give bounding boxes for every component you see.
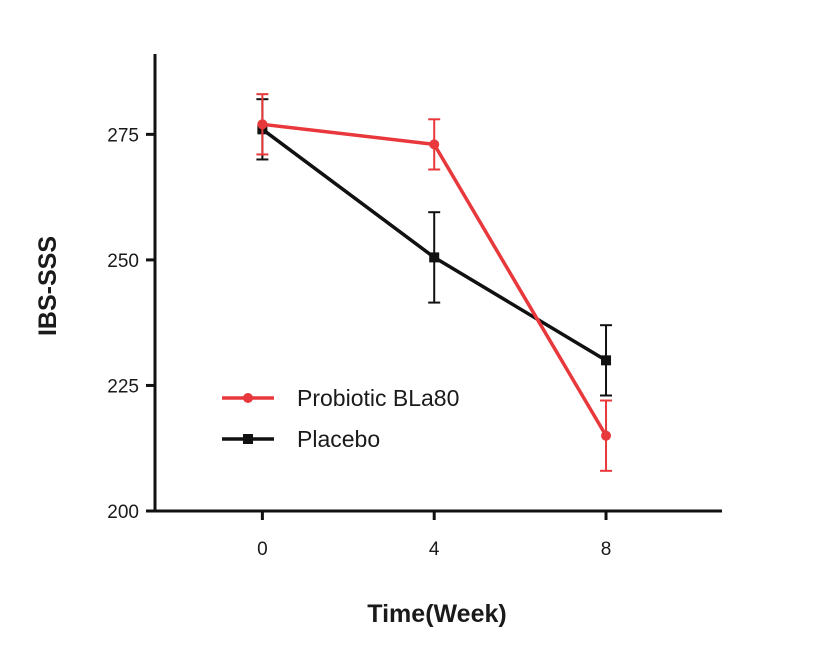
legend: Probiotic BLa80 Placebo: [222, 385, 459, 452]
data-point: [429, 252, 440, 263]
legend-label: Probiotic BLa80: [297, 385, 459, 411]
y-tick-label: 275: [107, 125, 139, 146]
y-axis-title: IBS-SSS: [34, 236, 62, 336]
legend-swatch-marker: [243, 434, 253, 444]
x-tick-label: 8: [601, 539, 612, 560]
series-layer: [256, 93, 613, 472]
series-placebo: [256, 98, 613, 397]
x-tick-label: 4: [429, 539, 440, 560]
x-tick-label: 0: [257, 539, 268, 560]
series-probiotic: [256, 93, 613, 472]
legend-item: Probiotic BLa80: [222, 385, 459, 411]
data-point: [429, 139, 440, 150]
data-point: [601, 355, 612, 366]
y-ticks: 200 225 250 275: [107, 125, 155, 523]
y-tick-label: 200: [107, 502, 139, 523]
y-tick-label: 250: [107, 251, 139, 272]
legend-label: Placebo: [297, 426, 380, 452]
x-axis-title: Time(Week): [367, 600, 506, 628]
x-ticks: 0 4 8: [257, 511, 611, 560]
data-point: [601, 430, 612, 441]
legend-item: Placebo: [222, 426, 380, 452]
legend-swatch-marker: [243, 393, 253, 403]
y-tick-label: 225: [107, 376, 139, 397]
data-point: [257, 119, 268, 130]
